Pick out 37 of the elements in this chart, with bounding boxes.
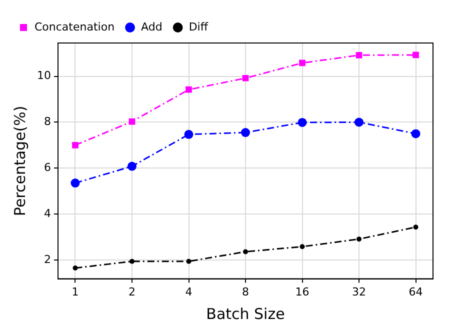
- legend-label: Concatenation: [34, 20, 115, 34]
- point: [130, 258, 134, 264]
- point: [356, 52, 362, 58]
- point: [242, 74, 249, 82]
- point: [411, 129, 420, 138]
- point: [356, 236, 362, 242]
- x-tick-label: 32: [352, 285, 366, 298]
- y-tick-label: 4: [44, 206, 51, 220]
- point: [413, 224, 418, 230]
- point: [72, 266, 78, 271]
- x-tick-label: 4: [185, 285, 192, 298]
- x-tick-label: 8: [242, 285, 250, 298]
- x-tick-label: 16: [295, 285, 310, 298]
- x-tick-label: 1: [72, 285, 79, 298]
- y-tick-label: 8: [44, 115, 51, 128]
- point: [299, 60, 306, 66]
- point: [298, 118, 307, 127]
- point: [72, 142, 78, 148]
- point: [186, 86, 192, 93]
- y-tick-label: 2: [44, 252, 51, 266]
- point: [186, 258, 192, 264]
- x-tick-label: 64: [408, 285, 423, 298]
- point: [243, 249, 248, 254]
- x-axis-title: Batch Size: [206, 304, 285, 323]
- point: [300, 244, 305, 250]
- x-tick-label: 2: [128, 285, 136, 298]
- point: [184, 130, 194, 139]
- legend-label: Add: [141, 20, 162, 34]
- point: [412, 52, 419, 58]
- point: [128, 162, 136, 171]
- y-tick-label: 10: [36, 69, 51, 82]
- point: [70, 178, 80, 188]
- y-tick-label: 6: [44, 160, 51, 174]
- y-axis-title: Percentage(%): [10, 106, 29, 216]
- point: [241, 128, 250, 138]
- legend-label: Diff: [188, 20, 208, 34]
- point: [354, 118, 364, 127]
